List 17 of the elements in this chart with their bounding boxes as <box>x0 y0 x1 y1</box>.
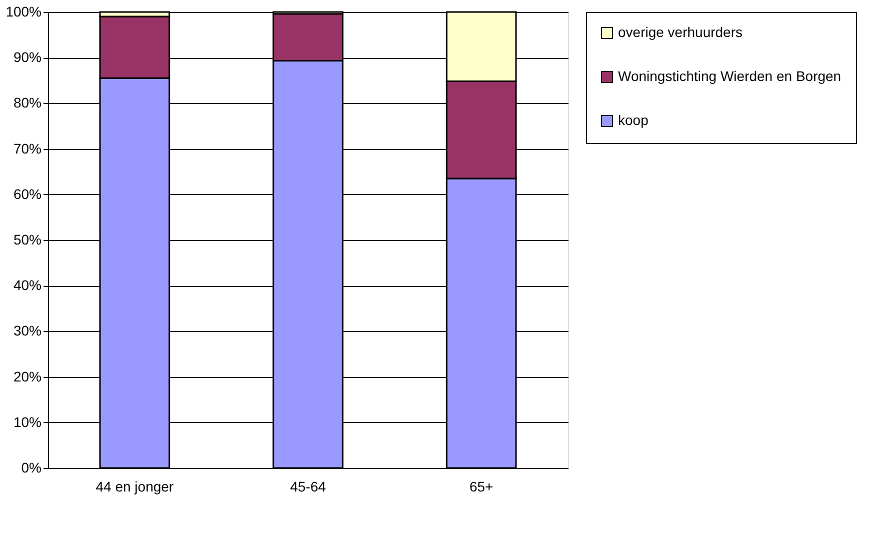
y-tick-label: 70% <box>13 140 42 156</box>
legend-label: Woningstichting Wierden en Borgen <box>618 68 842 84</box>
y-tick-label: 0% <box>21 460 42 476</box>
y-tick-label: 10% <box>13 414 42 430</box>
y-tick-label: 20% <box>13 368 42 384</box>
legend-label: koop <box>618 112 649 128</box>
y-tick-label: 40% <box>13 277 42 294</box>
y-tick-label: 90% <box>13 49 42 66</box>
y-tick-label: 30% <box>13 322 42 339</box>
legend-label: overige verhuurders <box>618 24 743 40</box>
x-tick-label: 44 en jonger <box>96 478 174 494</box>
x-tick-label: 45-64 <box>290 478 326 494</box>
y-tick-label: 100% <box>6 4 42 20</box>
y-tick-label: 80% <box>13 94 42 111</box>
y-tick-label: 60% <box>13 186 42 202</box>
y-tick-label: 50% <box>13 232 42 248</box>
x-tick-label: 65+ <box>469 478 494 494</box>
